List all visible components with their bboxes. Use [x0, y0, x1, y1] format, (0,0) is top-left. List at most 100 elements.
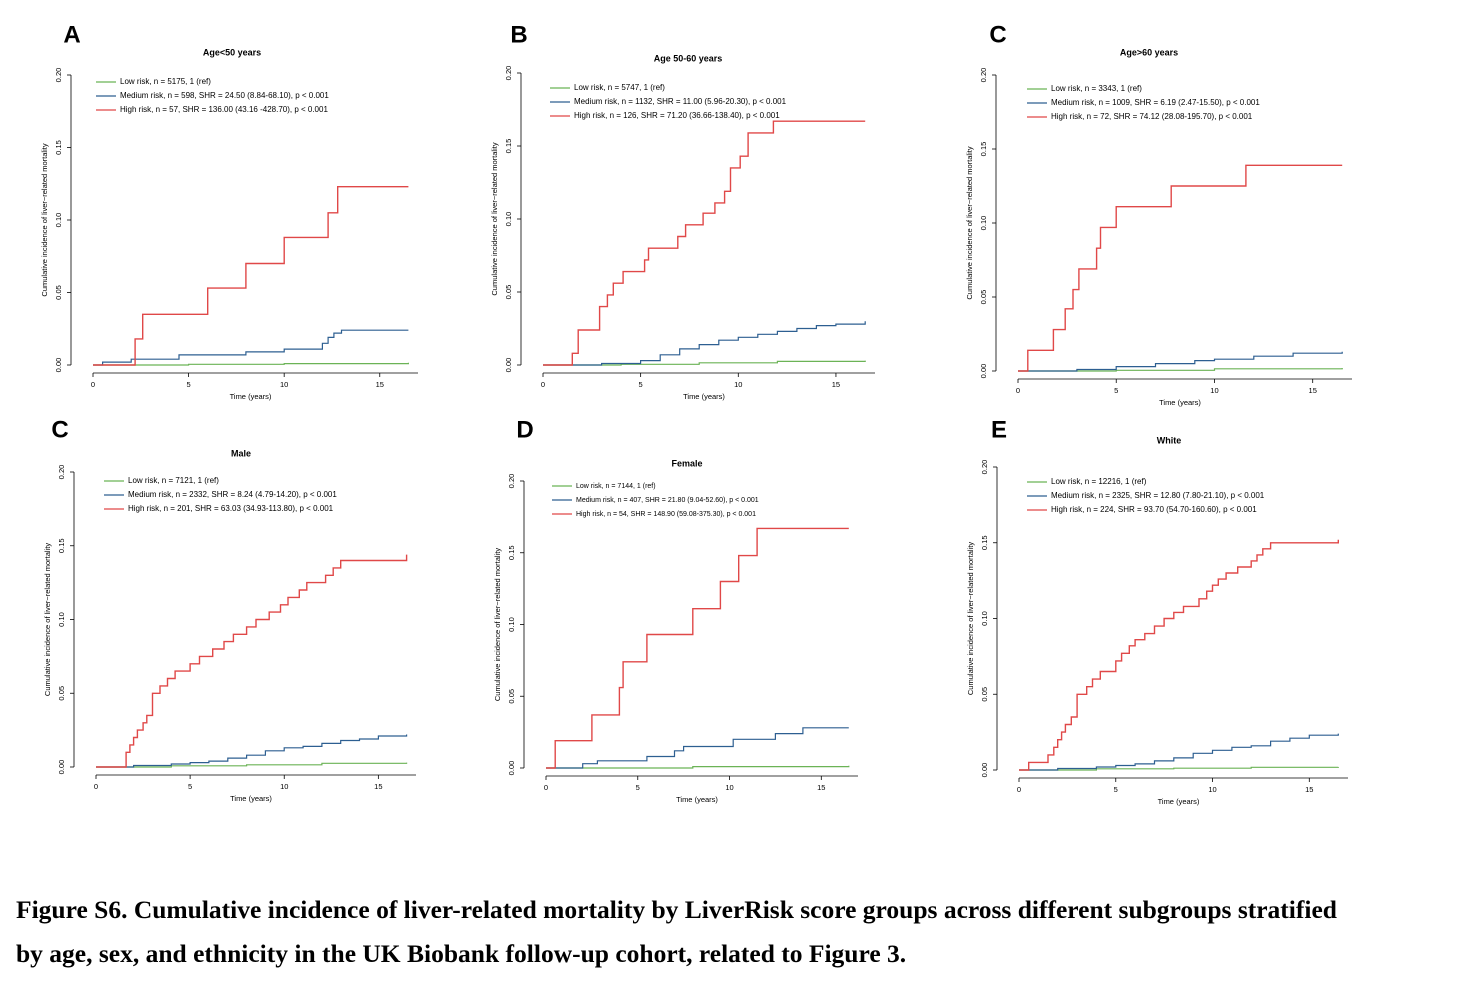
figure-panels: A Age<50 years 0 5 10 15 Time (years) 0.00 0.05 0…: [40, 21, 1352, 806]
legend-label-low: Low risk, n = 7144, 1 (ref): [576, 483, 656, 490]
series-line-high-risk: [1019, 539, 1339, 771]
series-line-medium-risk: [543, 321, 866, 366]
legend-label-low: Low risk, n = 5747, 1 (ref): [574, 83, 665, 92]
x-tick-label: 15: [376, 380, 384, 389]
chart-title: White: [1157, 435, 1182, 445]
x-tick-label: 0: [541, 380, 545, 389]
y-axis-label: Cumulative incidence of liver−related mo…: [40, 143, 49, 296]
legend-label-high: High risk, n = 57, SHR = 136.00 (43.16 -…: [120, 105, 328, 114]
x-tick-label: 10: [725, 783, 733, 792]
y-axis-label: Cumulative incidence of liver−related mo…: [43, 543, 52, 696]
legend-label-high: High risk, n = 201, SHR = 63.03 (34.93-1…: [128, 504, 334, 513]
series-line-high-risk: [546, 527, 849, 769]
series-line-low-risk: [1018, 368, 1343, 372]
y-tick-label: 0.15: [980, 535, 989, 550]
x-tick-label: 15: [832, 380, 840, 389]
y-tick-label: 0.20: [980, 460, 989, 475]
y-tick-label: 0.00: [57, 760, 66, 775]
series-line-medium-risk: [1018, 351, 1343, 372]
chart-title: Age<50 years: [203, 47, 261, 57]
series-line-low-risk: [546, 765, 850, 769]
figure-caption: Figure S6. Cumulative incidence of liver…: [16, 888, 1471, 976]
x-axis-label: Time (years): [230, 794, 272, 803]
x-tick-label: 5: [636, 783, 640, 792]
legend-label-medium: Medium risk, n = 1132, SHR = 11.00 (5.96…: [574, 97, 787, 106]
legend-label-medium: Medium risk, n = 2332, SHR = 8.24 (4.79-…: [128, 490, 337, 499]
y-axis-label: Cumulative incidence of liver−related mo…: [490, 142, 499, 295]
y-tick-label: 0.15: [57, 538, 66, 553]
x-tick-label: 15: [1305, 785, 1313, 794]
y-tick-label: 0.05: [57, 686, 66, 701]
y-tick-label: 0.05: [980, 687, 989, 702]
y-tick-label: 0.15: [507, 545, 516, 560]
series-line-medium-risk: [546, 727, 849, 769]
caption-line-1: Figure S6. Cumulative incidence of liver…: [16, 895, 1337, 924]
x-tick-label: 15: [374, 782, 382, 791]
series-line-low-risk: [93, 362, 409, 366]
y-tick-label: 0.10: [507, 617, 516, 632]
x-tick-label: 0: [1017, 785, 1021, 794]
x-axis-label: Time (years): [683, 392, 725, 401]
y-tick-label: 0.10: [504, 212, 513, 227]
y-tick-label: 0.20: [54, 68, 63, 83]
legend-label-high: High risk, n = 72, SHR = 74.12 (28.08-19…: [1051, 112, 1253, 121]
chart-title: Female: [671, 458, 702, 468]
x-tick-label: 5: [1114, 386, 1118, 395]
panel-letter: C: [989, 21, 1006, 48]
y-tick-label: 0.00: [507, 761, 516, 776]
y-tick-label: 0.00: [979, 364, 988, 379]
series-line-medium-risk: [96, 734, 408, 768]
series-line-medium-risk: [93, 329, 409, 366]
chart-panel-1: A Age<50 years 0 5 10 15 Time (years) 0.00 0.05 0…: [40, 21, 418, 401]
series-line-low-risk: [543, 360, 866, 366]
x-axis-label: Time (years): [676, 795, 718, 804]
series-line-high-risk: [1018, 164, 1343, 372]
y-tick-label: 0.20: [504, 66, 513, 81]
y-tick-label: 0.05: [507, 689, 516, 704]
legend-label-low: Low risk, n = 12216, 1 (ref): [1051, 477, 1147, 486]
y-tick-label: 0.10: [979, 216, 988, 231]
x-axis-label: Time (years): [230, 392, 272, 401]
y-tick-label: 0.00: [504, 358, 513, 373]
x-tick-label: 5: [187, 380, 191, 389]
chart-title: Age>60 years: [1120, 47, 1178, 57]
x-tick-label: 10: [1208, 785, 1216, 794]
x-tick-label: 0: [94, 782, 98, 791]
legend-label-low: Low risk, n = 5175, 1 (ref): [120, 77, 211, 86]
y-tick-label: 0.15: [54, 140, 63, 155]
y-axis-label: Cumulative incidence of liver−related mo…: [966, 542, 975, 695]
x-tick-label: 15: [1309, 386, 1317, 395]
y-tick-label: 0.15: [979, 142, 988, 157]
y-tick-label: 0.00: [54, 358, 63, 373]
x-tick-label: 0: [1016, 386, 1020, 395]
panel-letter: C: [51, 416, 68, 443]
x-tick-label: 5: [1114, 785, 1118, 794]
legend-label-low: Low risk, n = 3343, 1 (ref): [1051, 84, 1142, 93]
panel-letter: B: [510, 21, 527, 48]
legend-label-medium: Medium risk, n = 407, SHR = 21.80 (9.04-…: [576, 497, 759, 504]
x-tick-label: 5: [188, 782, 192, 791]
chart-panel-2: B Age 50-60 years 0 5 10 15 Time (years) 0.00 0.…: [490, 21, 875, 401]
panel-letter: E: [991, 416, 1007, 443]
chart-title: Male: [231, 448, 251, 458]
y-tick-label: 0.10: [54, 213, 63, 228]
y-tick-label: 0.05: [979, 290, 988, 305]
chart-title: Age 50-60 years: [654, 53, 723, 63]
y-tick-label: 0.05: [54, 285, 63, 300]
chart-panel-3: C Age>60 years 0 5 10 15 Time (years) 0.00 0.05 0…: [965, 21, 1352, 407]
series-line-medium-risk: [1019, 733, 1339, 771]
legend-label-high: High risk, n = 126, SHR = 71.20 (36.66-1…: [574, 111, 780, 120]
x-tick-label: 10: [1210, 386, 1218, 395]
y-tick-label: 0.15: [504, 139, 513, 154]
x-tick-label: 5: [639, 380, 643, 389]
x-axis-label: Time (years): [1158, 797, 1200, 806]
x-tick-label: 10: [280, 782, 288, 791]
legend-label-medium: Medium risk, n = 598, SHR = 24.50 (8.84-…: [120, 91, 329, 100]
y-tick-label: 0.05: [504, 285, 513, 300]
legend-label-medium: Medium risk, n = 2325, SHR = 12.80 (7.80…: [1051, 491, 1265, 500]
y-tick-label: 0.00: [980, 763, 989, 778]
series-line-high-risk: [93, 186, 409, 366]
legend-label-high: High risk, n = 224, SHR = 93.70 (54.70-1…: [1051, 505, 1257, 514]
y-tick-label: 0.20: [507, 474, 516, 489]
legend-label-low: Low risk, n = 7121, 1 (ref): [128, 476, 219, 485]
